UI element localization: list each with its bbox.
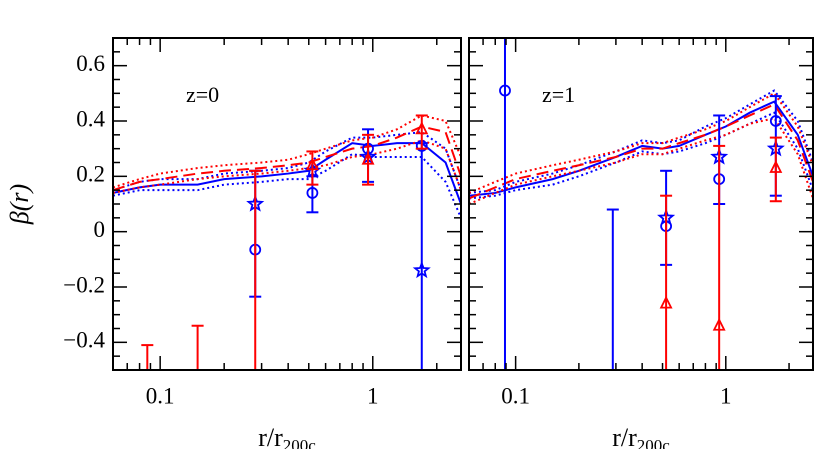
- circle-marker: [769, 115, 782, 127]
- x-axis-label-sub: 200c: [283, 436, 317, 449]
- annotation: z=1: [542, 82, 575, 107]
- y-tick-label: −0.4: [63, 328, 105, 353]
- y-tick-label: 0.6: [76, 51, 105, 76]
- annotation: z=0: [186, 82, 219, 107]
- line-series: [113, 142, 461, 205]
- triangle-marker: [361, 151, 375, 165]
- line-series: [469, 117, 813, 205]
- x-tick-label: 1: [367, 383, 379, 408]
- line-series: [469, 92, 813, 194]
- star-marker: [412, 260, 431, 279]
- y-axis-label: β(r): [5, 184, 34, 225]
- x-tick-label: 0.1: [501, 383, 530, 408]
- line-series: [113, 125, 461, 192]
- plot-area: [469, 38, 813, 370]
- line-series: [469, 100, 813, 197]
- plot-frame: [468, 37, 814, 371]
- circle-marker: [499, 84, 511, 97]
- line-series: [469, 89, 813, 194]
- x-axis-label: r/r200c: [258, 423, 316, 449]
- line-series: [113, 114, 461, 189]
- plot-area: [113, 114, 461, 370]
- x-axis-label-main: r/r: [258, 423, 283, 449]
- plot-frame: [112, 37, 462, 371]
- y-tick-label: 0: [94, 217, 106, 242]
- line-series: [113, 153, 461, 219]
- x-tick-label: 0.1: [146, 383, 175, 408]
- x-tick-label: 1: [720, 383, 732, 408]
- x-axis-label-sub: 200c: [637, 436, 671, 449]
- triangle-marker: [712, 317, 726, 331]
- triangle-marker: [769, 160, 783, 173]
- x-axis-label-main: r/r: [612, 423, 637, 449]
- x-axis-label: r/r200c: [612, 423, 670, 449]
- line-series: [469, 103, 813, 200]
- triangle-marker: [659, 295, 673, 309]
- line-series: [113, 131, 461, 192]
- circle-marker: [306, 187, 319, 199]
- y-tick-label: −0.2: [63, 272, 105, 297]
- y-tick-label: 0.4: [76, 106, 105, 131]
- y-tick-label: 0.2: [76, 162, 105, 187]
- triangle-marker: [415, 121, 429, 135]
- triangle-marker: [305, 157, 319, 171]
- line-series: [113, 139, 461, 194]
